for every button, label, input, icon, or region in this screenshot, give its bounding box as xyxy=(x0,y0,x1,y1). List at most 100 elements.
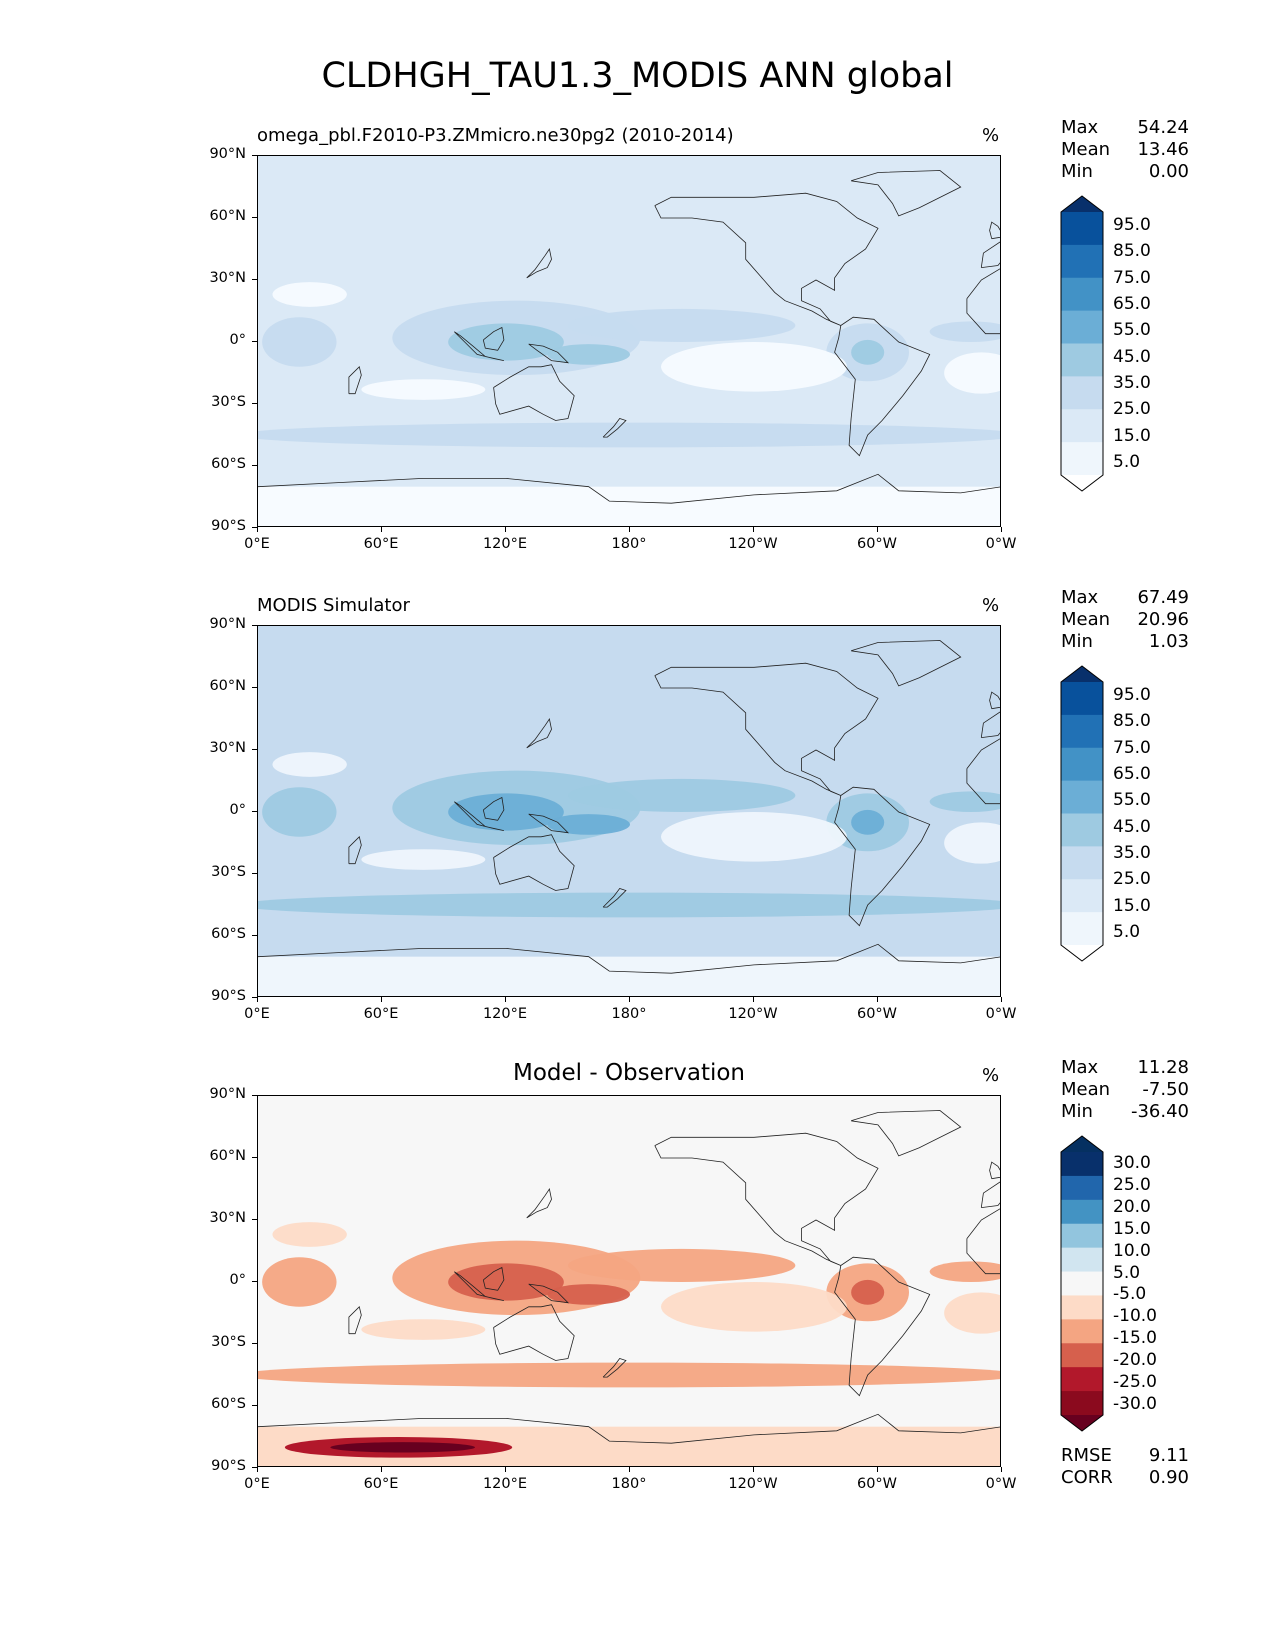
stat-value: -7.50 xyxy=(1142,1079,1189,1100)
colorbar-swatch xyxy=(1061,1175,1103,1201)
colorbar-tick-label: -15.0 xyxy=(1113,1328,1157,1349)
stat-label: Mean xyxy=(1061,609,1111,630)
lat-tick xyxy=(252,279,257,280)
field-contour-clear xyxy=(361,1319,486,1340)
lon-tick xyxy=(753,527,754,532)
stat-label: Mean xyxy=(1061,1079,1111,1100)
lat-tick-label: 30°N xyxy=(209,270,246,286)
coastline-borneo xyxy=(482,1266,505,1291)
lat-tick-label: 60°N xyxy=(209,208,246,224)
colorbar-tick-label: 25.0 xyxy=(1113,399,1151,420)
field-contour-warm_pool xyxy=(448,793,564,831)
coastline-north-america xyxy=(654,1132,879,1266)
lat-tick-label: 30°N xyxy=(209,740,246,756)
coastline-antarctica xyxy=(258,1413,1000,1444)
colorbar-tick-label: 85.0 xyxy=(1113,241,1151,262)
lat-tick-label: 0° xyxy=(229,332,246,348)
colorbar-swatch xyxy=(1061,714,1103,749)
lon-tick-label: 180° xyxy=(611,536,647,552)
lat-tick-label: 90°S xyxy=(211,1458,246,1474)
map-frame xyxy=(257,155,1001,527)
stat-value: 1.03 xyxy=(1148,631,1189,652)
units-label: % xyxy=(982,595,1000,616)
lon-tick-label: 60°E xyxy=(363,536,399,552)
field-contour-warm_pool xyxy=(547,344,630,365)
panel-model: omega_pbl.F2010-P3.ZMmicro.ne30pg2 (2010… xyxy=(0,117,1275,580)
field-contour-warm_pool xyxy=(851,1279,885,1305)
stat-label: Mean xyxy=(1061,139,1111,160)
coastline-madagascar xyxy=(348,1306,362,1335)
field-contour-tropics xyxy=(262,787,337,837)
lon-tick xyxy=(1001,997,1002,1002)
stat-value: 0.90 xyxy=(1148,1467,1189,1488)
colorbar-swatch xyxy=(1061,1271,1103,1296)
stat-row: Mean -7.50 xyxy=(1061,1079,1189,1101)
panel-title: MODIS Simulator xyxy=(257,595,410,616)
lon-tick-label: 120°W xyxy=(728,1006,778,1022)
coastline-greenland xyxy=(850,1110,962,1157)
colorbar xyxy=(1060,195,1104,492)
stat-label: Min xyxy=(1061,631,1093,652)
lat-tick-label: 0° xyxy=(229,1272,246,1288)
lat-tick-label: 60°S xyxy=(211,456,246,472)
coastline-japan xyxy=(526,717,552,749)
colorbar-tick-label: 25.0 xyxy=(1113,1174,1151,1195)
field-contour-clear xyxy=(272,1222,347,1247)
field-contour-tropics xyxy=(568,1248,796,1282)
field-contour-tropics xyxy=(929,1261,1000,1282)
field-contour-tropics xyxy=(258,892,1000,918)
stat-value: 54.24 xyxy=(1137,117,1189,138)
lat-tick xyxy=(252,155,257,156)
lat-tick-label: 90°N xyxy=(209,1086,246,1102)
stat-value: 20.96 xyxy=(1137,609,1189,630)
coastline-new-guinea xyxy=(528,343,570,364)
lon-tick-label: 0°E xyxy=(244,1476,270,1492)
coastline-north-america xyxy=(654,192,879,326)
coastline-indonesia xyxy=(454,801,504,831)
lat-tick xyxy=(252,935,257,936)
field-contour-clear xyxy=(361,849,486,870)
colorbar-swatch xyxy=(1061,912,1103,946)
lon-tick xyxy=(505,1467,506,1472)
colorbar-extend-bottom xyxy=(1061,475,1103,491)
coastline-greenland xyxy=(850,640,962,687)
lon-tick xyxy=(381,527,382,532)
colorbar-tick-label: -30.0 xyxy=(1113,1394,1157,1415)
lon-tick xyxy=(257,997,258,1002)
coastline-uk xyxy=(989,221,1000,240)
lat-tick-label: 60°N xyxy=(209,678,246,694)
colorbar-tick-label: 45.0 xyxy=(1113,346,1151,367)
map-field xyxy=(258,626,1000,996)
stats-rmse-corr: RMSE 9.11 CORR 0.90 xyxy=(1061,1445,1189,1489)
field-contour-clear xyxy=(361,379,486,400)
colorbar-swatch xyxy=(1061,780,1103,814)
colorbar-extend-top xyxy=(1061,1136,1103,1152)
lat-tick-label: 0° xyxy=(229,802,246,818)
colorbar-swatch xyxy=(1061,813,1103,847)
lat-tick xyxy=(252,687,257,688)
lon-tick xyxy=(1001,1467,1002,1472)
coastline-south-america xyxy=(834,1256,931,1397)
lat-tick xyxy=(252,749,257,750)
lat-tick xyxy=(252,1467,257,1468)
colorbar-tick-label: 5.0 xyxy=(1113,921,1141,942)
stat-label: Min xyxy=(1061,161,1093,182)
colorbar-swatch xyxy=(1061,1152,1103,1177)
colorbar-tick-label: -25.0 xyxy=(1113,1372,1157,1393)
panel-observation: MODIS Simulator% 90°N 60°N 30°N 0° 30°S 60°S 90… xyxy=(0,587,1275,1050)
colorbar-tick-label: 5.0 xyxy=(1113,451,1141,472)
colorbar-tick-label: -20.0 xyxy=(1113,1350,1157,1371)
map-field xyxy=(258,156,1000,526)
colorbar-extend-top xyxy=(1061,666,1103,682)
colorbar-tick-label: 20.0 xyxy=(1113,1196,1151,1217)
stat-label: Min xyxy=(1061,1101,1093,1122)
lon-tick-label: 120°E xyxy=(482,1476,528,1492)
field-contour-tropics xyxy=(568,778,796,812)
field-contour-tropics xyxy=(258,1362,1000,1388)
coastline-australia xyxy=(493,834,575,891)
lon-tick-label: 0°W xyxy=(985,536,1017,552)
stat-value: 13.46 xyxy=(1137,139,1189,160)
field-contour-tropics xyxy=(262,1257,337,1307)
coastline-borneo xyxy=(482,796,505,821)
lat-tick-label: 90°N xyxy=(209,616,246,632)
